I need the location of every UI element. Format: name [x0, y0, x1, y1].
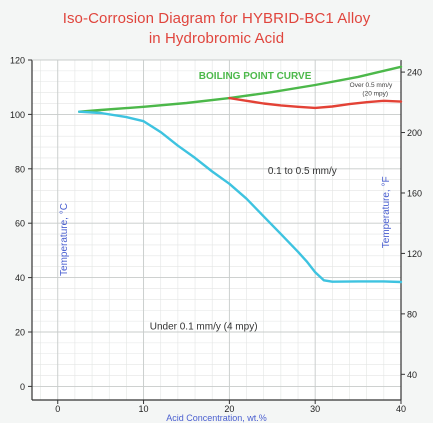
plot-background: [32, 60, 401, 400]
y-right-tick-label: 120: [407, 249, 422, 259]
y-right-tick-label: 160: [407, 188, 422, 198]
chart-subtitle: in Hydrobromic Acid: [148, 30, 285, 47]
y-left-tick-label: 80: [15, 164, 25, 174]
y-left-tick-label: 40: [15, 273, 25, 283]
annotation-1: Over 0.5 mm/y: [350, 82, 393, 89]
annotation-3: 0.1 to 0.5 mm/y: [268, 166, 337, 177]
y-right-tick-label: 240: [407, 68, 422, 78]
x-tick-label: 10: [139, 404, 149, 414]
annotation-4: Under 0.1 mm/y (4 mpy): [150, 321, 258, 332]
y-left-tick-label: 120: [10, 56, 25, 66]
y-left-tick-label: 60: [15, 219, 25, 229]
y-right-tick-label: 200: [407, 128, 422, 138]
y-right-tick-label: 80: [407, 309, 417, 319]
y-axis-label-left: Temperature, °C: [59, 203, 70, 276]
annotation-0: BOILING POINT CURVE: [199, 71, 312, 82]
x-tick-label: 20: [224, 404, 234, 414]
series-line-1: [228, 96, 403, 110]
x-tick-label: 0: [55, 404, 60, 414]
x-tick-label: 40: [396, 404, 406, 414]
y-left-tick-label: 0: [20, 382, 25, 392]
y-axis-label-right: Temperature, °F: [381, 176, 392, 248]
y-left-tick-label: 100: [10, 110, 25, 120]
chart-title: Iso-Corrosion Diagram for HYBRID-BC1 All…: [62, 10, 371, 27]
series-line-2: [78, 110, 403, 284]
annotation-2: (20 mpy): [362, 90, 388, 97]
x-axis-label: Acid Concentration, wt.%: [166, 413, 267, 423]
y-right-tick-label: 40: [407, 370, 417, 380]
x-tick-label: 30: [310, 404, 320, 414]
y-left-tick-label: 20: [15, 328, 25, 338]
